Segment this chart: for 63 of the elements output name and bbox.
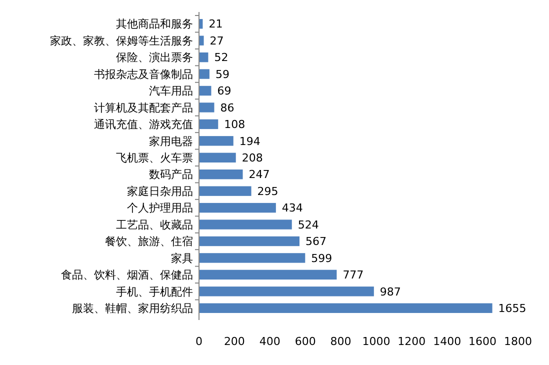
data-label: 295 (257, 184, 278, 198)
x-tick-label: 1400 (433, 335, 462, 348)
x-tick-label: 1000 (362, 335, 390, 348)
x-tick-label: 1800 (504, 335, 532, 348)
y-tick-label: 通讯充值、游戏充值 (94, 118, 193, 132)
bar (199, 36, 204, 46)
bar (199, 52, 208, 62)
y-tick-label: 计算机及其配套产品 (94, 101, 193, 114)
y-tick-label: 家具 (171, 252, 193, 265)
bar (199, 303, 492, 313)
bar (199, 152, 236, 162)
x-tick-label: 1600 (468, 335, 497, 348)
x-tick-label: 0 (196, 335, 202, 348)
bar (199, 136, 234, 146)
x-tick-label: 200 (224, 335, 245, 348)
y-tick-label: 飞机票、火车票 (116, 151, 193, 164)
bar (199, 186, 252, 196)
x-tick-label: 800 (330, 335, 352, 348)
data-label: 599 (311, 252, 332, 265)
y-tick-label: 餐饮、旅游、住宿 (105, 235, 193, 248)
x-tick-label: 400 (259, 335, 280, 348)
data-label: 108 (224, 118, 246, 132)
data-label: 247 (248, 168, 270, 182)
data-label: 777 (342, 268, 364, 282)
y-tick-label: 工艺品、收藏品 (116, 218, 193, 232)
bar (199, 170, 243, 180)
x-tick-label: 1200 (398, 335, 426, 348)
bar (199, 236, 300, 246)
bar (199, 86, 212, 96)
bar (199, 69, 210, 79)
y-tick-label: 食品、饮料、烟酒、保健品 (61, 268, 193, 282)
data-label: 1655 (498, 302, 526, 315)
y-tick-label: 家用电器 (149, 134, 193, 148)
y-tick-label: 保险、演出票务 (116, 51, 193, 64)
data-label: 52 (214, 51, 228, 64)
y-tick-label: 书报杂志及音像制品 (94, 68, 193, 81)
y-tick-label: 个人护理用品 (127, 202, 193, 215)
y-tick-label: 家庭日杂用品 (127, 184, 193, 198)
data-label: 21 (208, 18, 223, 31)
bar (199, 202, 276, 213)
data-label: 27 (210, 34, 224, 48)
data-label: 194 (239, 134, 260, 148)
data-label: 69 (217, 84, 232, 98)
data-label: 59 (215, 68, 230, 81)
y-tick-label: 服装、鞋帽、家用纺织品 (72, 302, 193, 315)
bar (199, 286, 374, 296)
data-label: 524 (298, 218, 319, 232)
data-label: 434 (282, 202, 303, 215)
bar (199, 220, 292, 230)
y-tick-label: 手机、手机配件 (116, 285, 193, 298)
x-tick-label: 600 (294, 335, 316, 348)
y-tick-label: 汽车用品 (149, 84, 193, 98)
bar (199, 119, 218, 130)
data-label: 567 (305, 235, 326, 248)
y-tick-label: 其他商品和服务 (116, 18, 193, 31)
data-label: 208 (242, 151, 263, 164)
data-label: 86 (220, 101, 234, 114)
bar (199, 102, 214, 112)
data-label: 987 (380, 285, 401, 298)
y-tick-label: 家政、家教、保姆等生活服务 (50, 34, 193, 48)
bar (199, 270, 337, 280)
y-tick-label: 数码产品 (149, 168, 193, 182)
bar (199, 253, 306, 263)
